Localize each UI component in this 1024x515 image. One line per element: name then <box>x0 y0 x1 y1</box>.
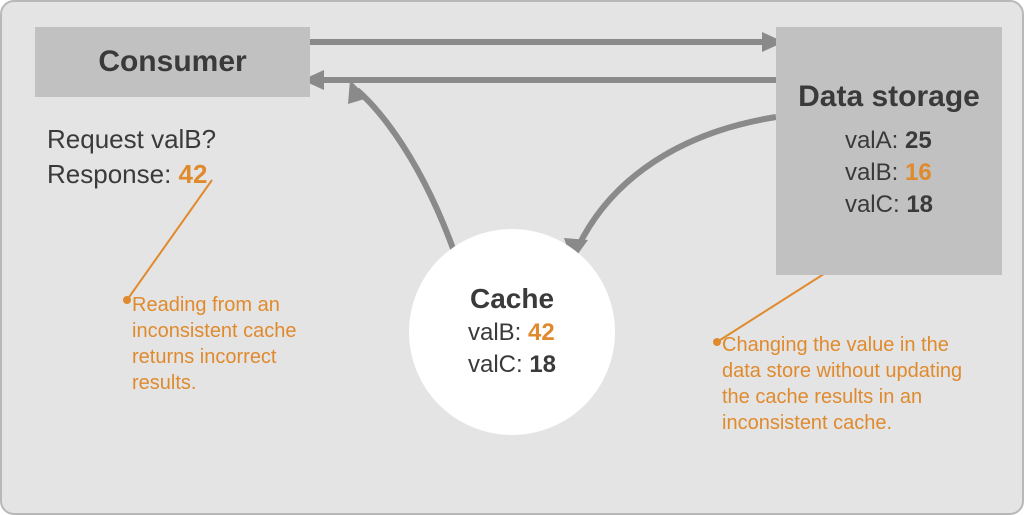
storage-values: valA: 25 valB: 16 valC: 18 <box>845 125 933 222</box>
diagram-canvas: Consumer Data storage valA: 25 valB: 16 … <box>0 0 1024 515</box>
storage-box: Data storage valA: 25 valB: 16 valC: 18 <box>776 27 1002 275</box>
consumer-title: Consumer <box>98 45 246 80</box>
storage-row: valB: 16 <box>845 157 933 189</box>
annotation-left: Reading from an inconsistent cache retur… <box>132 292 342 396</box>
response-line: Response: 42 <box>47 157 216 192</box>
request-line: Request valB? <box>47 122 216 157</box>
request-block: Request valB? Response: 42 <box>47 122 216 192</box>
storage-title: Data storage <box>798 80 980 115</box>
cache-title: Cache <box>470 283 554 315</box>
cache-node: Cache valB: 42 valC: 18 <box>409 229 615 435</box>
cache-values: valB: 42 valC: 18 <box>468 317 556 382</box>
cache-row: valC: 18 <box>468 349 556 381</box>
consumer-box: Consumer <box>35 27 310 97</box>
cache-row: valB: 42 <box>468 317 556 349</box>
annotation-right: Changing the value in the data store wit… <box>722 332 982 436</box>
storage-row: valA: 25 <box>845 125 933 157</box>
storage-row: valC: 18 <box>845 189 933 221</box>
